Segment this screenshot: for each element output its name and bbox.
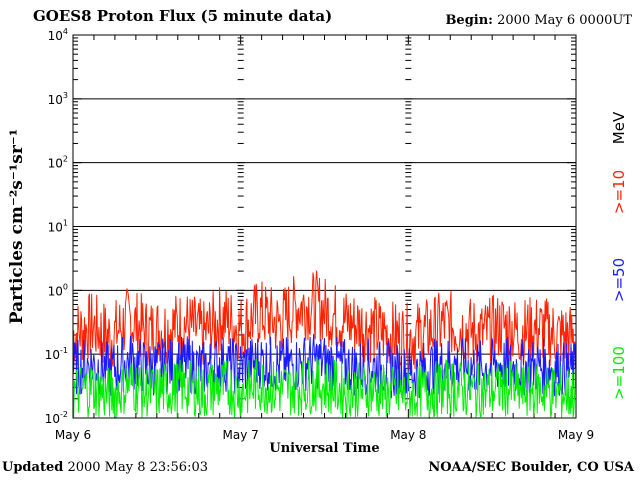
credit-line: NOAA/SEC Boulder, CO USA [428, 460, 634, 475]
y-tick-label: 100 [48, 282, 68, 298]
begin-label: Begin: [445, 13, 493, 28]
y-tick-label: 102 [48, 155, 68, 171]
y-tick-label: 103 [48, 91, 68, 107]
x-tick-label: May 9 [558, 428, 594, 442]
x-tick-label: May 6 [55, 428, 91, 442]
y-tick-label: 101 [48, 219, 68, 235]
y-tick-label: 104 [48, 27, 68, 43]
updated-value: 2000 May 8 23:56:03 [67, 460, 208, 475]
legend-unit-mev: MeV [610, 111, 628, 144]
x-tick-label: May 8 [390, 428, 426, 442]
x-tick-label: May 7 [223, 428, 259, 442]
series-line [72, 333, 577, 402]
chart-title: GOES8 Proton Flux (5 minute data) [33, 7, 333, 25]
series-line [72, 270, 577, 373]
begin-value: 2000 May 6 0000UT [497, 13, 632, 28]
updated-timestamp: Updated 2000 May 8 23:56:03 [2, 460, 208, 475]
plot-frame [72, 34, 577, 419]
x-axis-label: Universal Time [269, 441, 379, 456]
updated-label: Updated [2, 460, 64, 475]
series-line [72, 356, 577, 418]
y-tick-label: 10-2 [45, 410, 68, 426]
begin-time: Begin: 2000 May 6 0000UT [445, 13, 632, 28]
y-tick-label: 10-1 [45, 346, 68, 362]
legend-ge100: >=100 [610, 346, 628, 400]
legend-ge10: >=10 [610, 170, 628, 214]
legend-ge50: >=50 [610, 258, 628, 302]
y-axis-label: Particles cm⁻²s⁻¹sr⁻¹ [7, 129, 27, 324]
